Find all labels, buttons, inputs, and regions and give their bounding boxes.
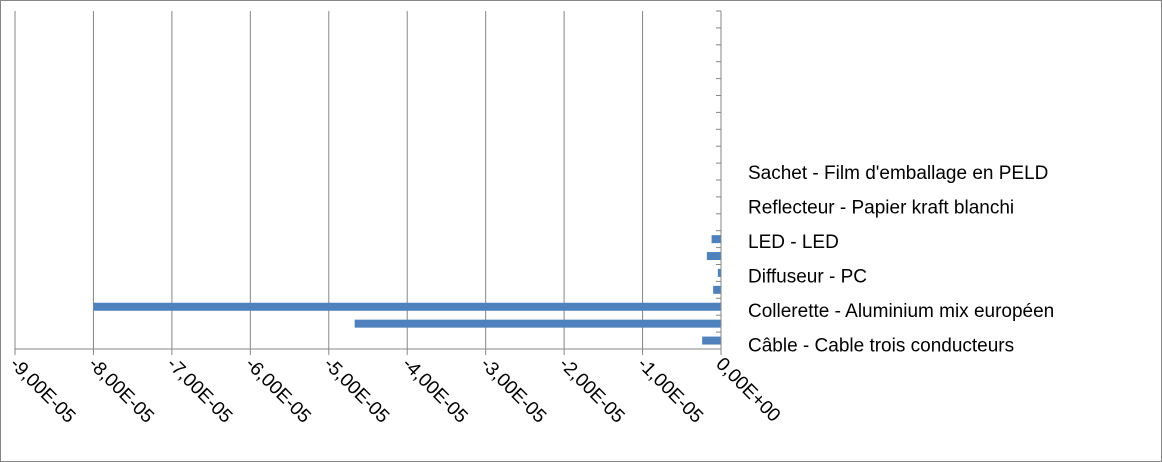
bar: [354, 319, 721, 328]
legend-entry: Sachet - Film d'emballage en PELD: [748, 163, 1048, 184]
x-tick-label: -3,00E-05: [476, 354, 550, 428]
legend: Sachet - Film d'emballage en PELD Reflect…: [748, 163, 1054, 357]
gridlines: [14, 11, 644, 349]
bars: [93, 235, 721, 345]
legend-entry: Câble - Cable trois conducteurs: [748, 336, 1014, 357]
bar: [93, 302, 721, 311]
x-tick-label: -8,00E-05: [84, 354, 158, 428]
legend-entry: Diffuseur - PC: [748, 267, 867, 288]
bar: [711, 235, 721, 244]
x-tick-label: 0,00E+00: [711, 354, 784, 427]
x-tick-label: -7,00E-05: [162, 354, 236, 428]
x-tick-label: -5,00E-05: [319, 354, 393, 428]
x-tick-label: -2,00E-05: [555, 354, 629, 428]
axes: [14, 10, 722, 355]
x-tick-label: -4,00E-05: [398, 354, 472, 428]
bar: [706, 252, 721, 261]
bar: [717, 268, 721, 277]
x-tick-labels: -9,00E-05 -8,00E-05 -7,00E-05 -6,00E-05 -5,0…: [5, 354, 784, 428]
legend-entry: Collerette - Aluminium mix européen: [748, 301, 1054, 322]
x-tick-label: -6,00E-05: [241, 354, 315, 428]
legend-entry: LED - LED: [748, 232, 839, 253]
bar: [713, 285, 721, 294]
x-tick-label: -1,00E-05: [633, 354, 707, 428]
bar: [702, 336, 721, 345]
legend-entry: Reflecteur - Papier kraft blanchi: [748, 198, 1014, 219]
x-tick-label: -9,00E-05: [5, 354, 79, 428]
